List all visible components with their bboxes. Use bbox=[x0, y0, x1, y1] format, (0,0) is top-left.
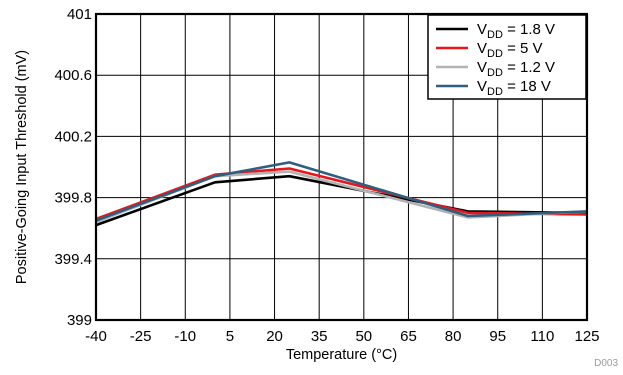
y-tick-label: 401 bbox=[67, 6, 92, 23]
y-tick-label: 399 bbox=[67, 312, 92, 329]
series-lines bbox=[95, 161, 588, 227]
legend-entry: VDD = 5 V bbox=[436, 40, 543, 60]
x-tick-label: 125 bbox=[574, 328, 599, 345]
legend-entry: VDD = 1.2 V bbox=[436, 59, 555, 79]
x-tick-label: 5 bbox=[226, 328, 234, 345]
legend-label: VDD = 1.2 V bbox=[477, 59, 555, 79]
plot-frame bbox=[94, 12, 589, 322]
y-tick-label: 400.6 bbox=[54, 67, 92, 84]
x-tick-label: 20 bbox=[266, 328, 283, 345]
y-tick-label: 399.8 bbox=[54, 190, 92, 207]
legend-label: VDD = 18 V bbox=[477, 78, 551, 98]
series-line bbox=[95, 174, 588, 227]
x-tick-label: 65 bbox=[400, 328, 417, 345]
x-tick-labels: -40 -25 -10 5 20 35 50 65 80 95 110 125 bbox=[85, 328, 599, 345]
figure-id-label: D003 bbox=[594, 358, 618, 369]
legend-entry: VDD = 18 V bbox=[436, 78, 551, 98]
legend-entry: VDD = 1.8 V bbox=[436, 21, 555, 41]
x-axis-title: Temperature (°C) bbox=[286, 347, 397, 363]
x-tick-label: 50 bbox=[355, 328, 372, 345]
y-tick-labels: 399 399.4 399.8 400.2 400.6 401 bbox=[54, 6, 92, 329]
legend-label: VDD = 5 V bbox=[477, 40, 543, 60]
x-tick-label: 80 bbox=[445, 328, 462, 345]
legend-label: VDD = 1.8 V bbox=[477, 21, 555, 41]
y-axis-title: Positive-Going Input Threshold (mV) bbox=[14, 50, 30, 284]
series-line bbox=[95, 161, 588, 222]
x-tick-label: -25 bbox=[130, 328, 152, 345]
x-tick-label: -10 bbox=[174, 328, 196, 345]
x-tick-label: -40 bbox=[85, 328, 107, 345]
x-tick-label: 35 bbox=[311, 328, 328, 345]
y-tick-label: 399.4 bbox=[54, 251, 92, 268]
x-tick-label: 110 bbox=[530, 328, 554, 345]
x-tick-label: 95 bbox=[489, 328, 506, 345]
y-tick-label: 400.2 bbox=[54, 128, 92, 145]
